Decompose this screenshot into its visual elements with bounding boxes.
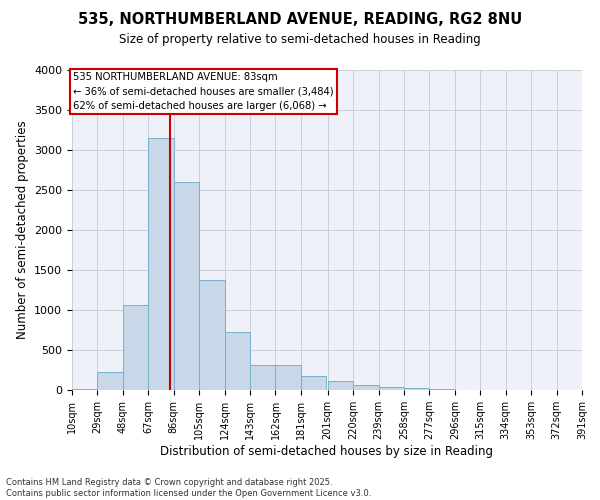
Bar <box>430 389 455 390</box>
Bar <box>328 381 353 390</box>
Bar <box>250 365 275 390</box>
Bar <box>301 376 326 390</box>
Text: Contains HM Land Registry data © Crown copyright and database right 2025.
Contai: Contains HM Land Registry data © Crown c… <box>6 478 371 498</box>
Text: 535, NORTHUMBERLAND AVENUE, READING, RG2 8NU: 535, NORTHUMBERLAND AVENUE, READING, RG2… <box>78 12 522 28</box>
Bar <box>174 182 199 390</box>
Bar <box>379 387 404 390</box>
Bar <box>224 332 250 390</box>
Y-axis label: Number of semi-detached properties: Number of semi-detached properties <box>16 120 29 340</box>
Text: Size of property relative to semi-detached houses in Reading: Size of property relative to semi-detach… <box>119 32 481 46</box>
Bar <box>404 388 430 390</box>
Bar <box>148 138 174 390</box>
Bar <box>199 280 224 390</box>
Text: 535 NORTHUMBERLAND AVENUE: 83sqm
← 36% of semi-detached houses are smaller (3,48: 535 NORTHUMBERLAND AVENUE: 83sqm ← 36% o… <box>73 72 334 111</box>
Bar <box>97 372 123 390</box>
Bar <box>275 365 301 390</box>
Bar <box>353 385 379 390</box>
Bar <box>123 305 148 390</box>
X-axis label: Distribution of semi-detached houses by size in Reading: Distribution of semi-detached houses by … <box>161 445 493 458</box>
Bar <box>72 389 97 390</box>
